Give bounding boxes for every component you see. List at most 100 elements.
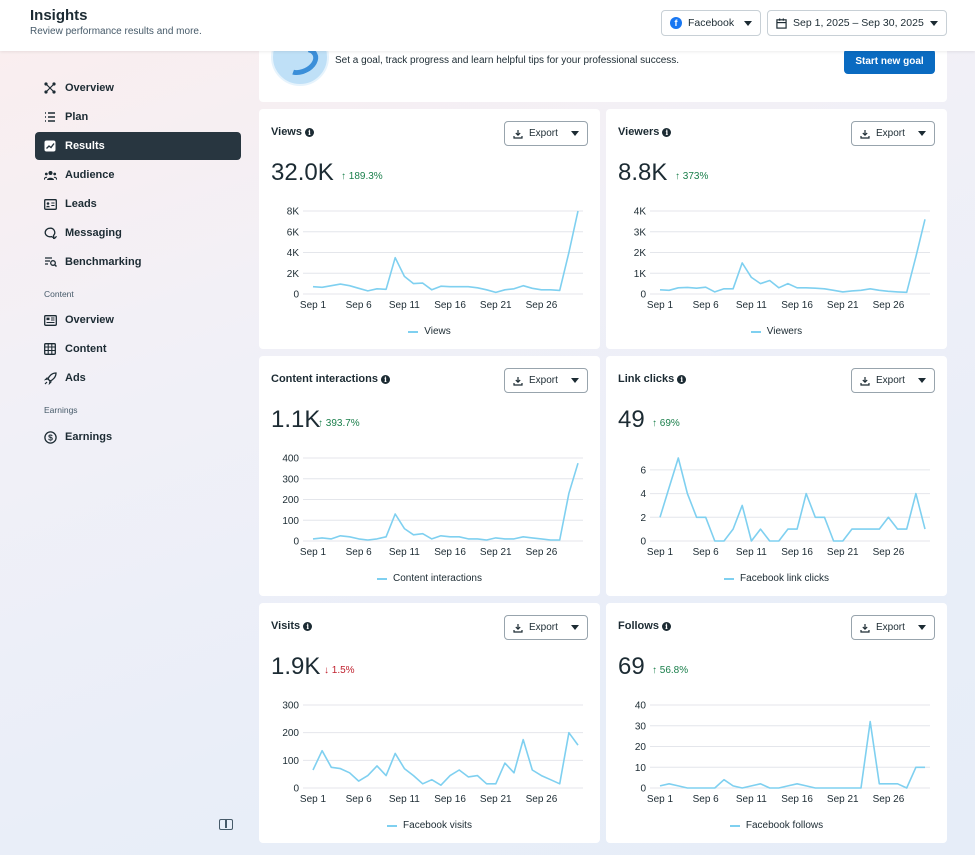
data-point[interactable] <box>439 284 443 288</box>
data-point[interactable] <box>421 532 425 536</box>
data-point[interactable] <box>667 782 671 786</box>
data-point[interactable] <box>448 285 452 289</box>
data-point[interactable] <box>886 515 890 519</box>
data-point[interactable] <box>576 461 580 465</box>
data-point[interactable] <box>466 537 470 541</box>
data-point[interactable] <box>923 217 927 221</box>
data-point[interactable] <box>759 282 763 286</box>
data-point[interactable] <box>338 282 342 286</box>
data-point[interactable] <box>695 786 699 790</box>
data-point[interactable] <box>567 731 571 735</box>
data-point[interactable] <box>832 539 836 543</box>
data-point[interactable] <box>676 456 680 460</box>
data-point[interactable] <box>685 285 689 289</box>
data-point[interactable] <box>412 533 416 537</box>
data-point[interactable] <box>896 782 900 786</box>
data-point[interactable] <box>366 774 370 778</box>
sidebar-item-plan[interactable]: Plan <box>35 103 241 131</box>
data-point[interactable] <box>539 288 543 292</box>
data-point[interactable] <box>740 261 744 265</box>
series-line[interactable] <box>312 731 579 786</box>
data-point[interactable] <box>512 537 516 541</box>
data-point[interactable] <box>841 290 845 294</box>
data-point[interactable] <box>667 288 671 292</box>
data-point[interactable] <box>320 536 324 540</box>
data-point[interactable] <box>430 537 434 541</box>
data-point[interactable] <box>384 774 388 778</box>
data-point[interactable] <box>521 738 525 742</box>
data-point[interactable] <box>886 782 890 786</box>
data-point[interactable] <box>713 539 717 543</box>
data-point[interactable] <box>786 282 790 286</box>
data-point[interactable] <box>704 285 708 289</box>
export-button[interactable]: Export <box>504 121 588 146</box>
info-icon[interactable]: i <box>677 374 687 384</box>
data-point[interactable] <box>311 285 315 289</box>
data-point[interactable] <box>512 771 516 775</box>
data-point[interactable] <box>777 286 781 290</box>
data-point[interactable] <box>439 783 443 787</box>
sidebar-item-benchmarking[interactable]: Benchmarking <box>35 248 241 276</box>
sidebar-item-overview[interactable]: Overview <box>35 74 241 102</box>
data-point[interactable] <box>685 492 689 496</box>
data-point[interactable] <box>402 527 406 531</box>
data-point[interactable] <box>685 786 689 790</box>
export-button[interactable]: Export <box>504 615 588 640</box>
data-point[interactable] <box>503 288 507 292</box>
export-button[interactable]: Export <box>851 615 935 640</box>
data-point[interactable] <box>795 286 799 290</box>
data-point[interactable] <box>832 288 836 292</box>
data-point[interactable] <box>512 287 516 291</box>
data-point[interactable] <box>813 286 817 290</box>
data-point[interactable] <box>777 786 781 790</box>
data-point[interactable] <box>503 761 507 765</box>
data-point[interactable] <box>421 782 425 786</box>
platform-dropdown[interactable]: f Facebook <box>661 10 761 36</box>
data-point[interactable] <box>722 539 726 543</box>
data-point[interactable] <box>768 539 772 543</box>
data-point[interactable] <box>804 784 808 788</box>
data-point[interactable] <box>448 535 452 539</box>
data-point[interactable] <box>768 786 772 790</box>
data-point[interactable] <box>749 784 753 788</box>
info-icon[interactable]: i <box>303 621 313 631</box>
data-point[interactable] <box>375 764 379 768</box>
data-point[interactable] <box>329 765 333 769</box>
data-point[interactable] <box>676 784 680 788</box>
export-button[interactable]: Export <box>851 368 935 393</box>
data-point[interactable] <box>402 767 406 771</box>
data-point[interactable] <box>549 538 553 542</box>
data-point[interactable] <box>868 287 872 291</box>
data-point[interactable] <box>877 288 881 292</box>
data-point[interactable] <box>421 281 425 285</box>
data-point[interactable] <box>850 786 854 790</box>
data-point[interactable] <box>850 289 854 293</box>
data-point[interactable] <box>430 288 434 292</box>
data-point[interactable] <box>822 287 826 291</box>
sidebar-item-messaging[interactable]: Messaging <box>35 219 241 247</box>
series-line[interactable] <box>659 219 926 294</box>
data-point[interactable] <box>804 286 808 290</box>
data-point[interactable] <box>567 251 571 255</box>
data-point[interactable] <box>676 286 680 290</box>
data-point[interactable] <box>658 515 662 519</box>
data-point[interactable] <box>850 527 854 531</box>
data-point[interactable] <box>338 534 342 538</box>
sidebar-item-content[interactable]: Content <box>35 335 241 363</box>
series-line[interactable] <box>312 210 579 294</box>
info-icon[interactable]: i <box>662 127 672 137</box>
info-icon[interactable]: i <box>661 621 671 631</box>
data-point[interactable] <box>914 765 918 769</box>
data-point[interactable] <box>393 256 397 260</box>
collapse-sidebar-icon[interactable] <box>219 819 233 830</box>
data-point[interactable] <box>539 537 543 541</box>
sidebar-item-audience[interactable]: Audience <box>35 161 241 189</box>
data-point[interactable] <box>485 782 489 786</box>
sidebar-item-earnings[interactable]: $ Earnings <box>35 423 241 451</box>
data-point[interactable] <box>357 779 361 783</box>
data-point[interactable] <box>311 768 315 772</box>
data-point[interactable] <box>549 288 553 292</box>
data-point[interactable] <box>841 539 845 543</box>
data-point[interactable] <box>667 486 671 490</box>
data-point[interactable] <box>722 778 726 782</box>
